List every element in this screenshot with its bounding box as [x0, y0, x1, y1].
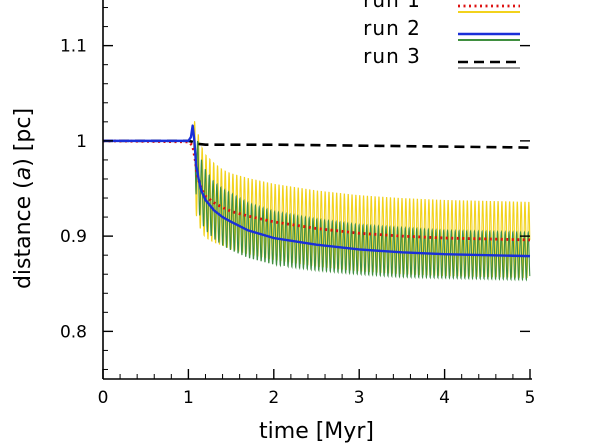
line-run-1	[102, 139, 531, 242]
line-run-2	[103, 124, 531, 258]
oscillation-bands	[192, 121, 531, 282]
legend-label: run 2	[363, 16, 421, 40]
y-tick-label: 0.9	[60, 227, 87, 247]
x-tick-label: 3	[354, 388, 365, 408]
y-axis-label: distance (a) [pc]	[11, 108, 36, 289]
legend-label: run 3	[363, 44, 421, 68]
y-tick-label: 1.1	[60, 37, 87, 57]
y-axis-label-part: a	[11, 167, 36, 180]
y-axis-label-part: ) [pc]	[11, 108, 36, 167]
legend: run 1 run 2 run 3	[363, 0, 520, 69]
line-run-3	[103, 139, 531, 149]
series-lines	[102, 124, 531, 258]
x-tick-label: 5	[525, 388, 536, 408]
legend-label: run 1	[363, 0, 421, 12]
y-tick-label: 1	[76, 132, 87, 152]
y-tick-label: 0.8	[60, 322, 87, 342]
band-run-2	[192, 133, 531, 282]
x-tick-label: 1	[183, 388, 194, 408]
x-tick-label: 2	[268, 388, 279, 408]
x-tick-label: 0	[98, 388, 109, 408]
x-axis-label: time [Myr]	[259, 419, 374, 444]
axes	[102, 0, 532, 380]
x-tick-label: 4	[439, 388, 450, 408]
ticks: 0 1 2 3 4 5 0.8 0.9 1 1.1	[60, 7, 536, 408]
y-axis-label-part: distance (	[11, 180, 36, 289]
